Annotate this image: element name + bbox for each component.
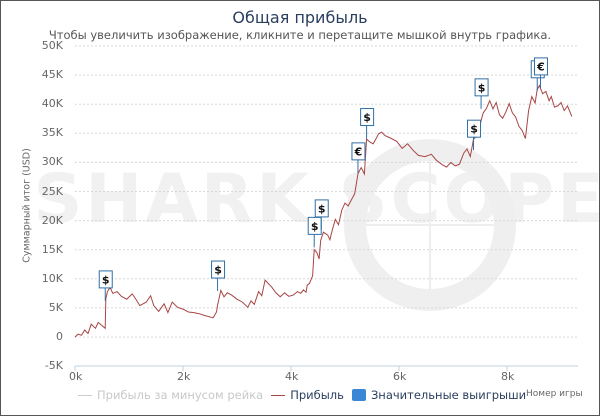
dollar-flag-icon[interactable]: $	[474, 78, 489, 109]
dollar-flag-icon[interactable]: $	[314, 199, 329, 230]
x-axis-title: Номер игры	[526, 389, 583, 399]
dollar-flag-icon[interactable]: $	[467, 119, 482, 151]
dollar-flag-icon[interactable]: $	[211, 260, 226, 292]
profit-line[interactable]	[74, 84, 573, 338]
svg-text:$: $	[478, 81, 486, 94]
x-tick-label: 2k	[177, 370, 191, 383]
y-tick-label: 20K	[41, 213, 63, 227]
scope-crosshair-icon	[344, 139, 516, 311]
y-tick-label: 25K	[41, 184, 63, 198]
legend-item-rake[interactable]: Прибыль за минусом рейка	[78, 388, 263, 402]
x-axis-ticks	[74, 366, 508, 371]
euro-flag-icon[interactable]: €	[533, 57, 548, 88]
y-tick-label: 50K	[41, 39, 63, 52]
legend-label: Значительные выигрыши	[370, 388, 527, 402]
svg-text:€: €	[536, 60, 545, 73]
svg-text:$: $	[102, 273, 110, 286]
y-axis-title: Суммарный итог (USD)	[21, 148, 33, 263]
y-tick-label: 40K	[41, 97, 63, 111]
y-tick-label: 5K	[48, 300, 63, 314]
significant-win-flags[interactable]: $$$$€$$$€€	[98, 57, 548, 301]
dollar-flag-icon[interactable]: $	[98, 270, 113, 301]
y-tick-label: 15K	[41, 242, 63, 256]
euro-flag-icon[interactable]: €	[351, 142, 366, 173]
legend: Прибыль за минусом рейка Прибыль Значите…	[78, 388, 534, 402]
chart-title: Общая прибыль	[232, 8, 368, 27]
dollar-flag-icon[interactable]: $	[307, 216, 322, 248]
y-tick-label: 10K	[41, 271, 63, 285]
flag-swatch-icon	[351, 389, 366, 401]
x-tick-label: 4k	[285, 370, 299, 383]
x-tick-label: 8k	[501, 370, 515, 383]
x-tick-label: 0k	[69, 370, 83, 383]
y-tick-label: 0	[56, 330, 63, 343]
line-swatch-icon	[78, 394, 92, 396]
dollar-flag-icon[interactable]: $	[360, 108, 375, 139]
legend-label: Прибыль	[290, 388, 344, 402]
svg-text:$: $	[363, 111, 371, 124]
line-swatch-icon	[271, 394, 286, 396]
y-tick-label: -5K	[44, 359, 63, 373]
y-tick-label: 45K	[41, 68, 63, 82]
y-tick-label: 35K	[41, 126, 63, 140]
svg-text:€: €	[354, 145, 363, 158]
chart-subtitle: Чтобы увеличить изображение, кликните и …	[48, 28, 552, 42]
legend-item-wins[interactable]: Значительные выигрыши	[351, 388, 527, 402]
legend-item-profit[interactable]: Прибыль	[271, 388, 344, 402]
svg-text:$: $	[470, 123, 478, 136]
x-tick-label: 6k	[393, 370, 407, 383]
svg-text:$: $	[214, 264, 222, 277]
svg-text:$: $	[311, 220, 319, 233]
y-tick-label: 30K	[41, 155, 63, 169]
svg-text:$: $	[318, 202, 326, 215]
legend-label: Прибыль за минусом рейка	[97, 388, 264, 402]
